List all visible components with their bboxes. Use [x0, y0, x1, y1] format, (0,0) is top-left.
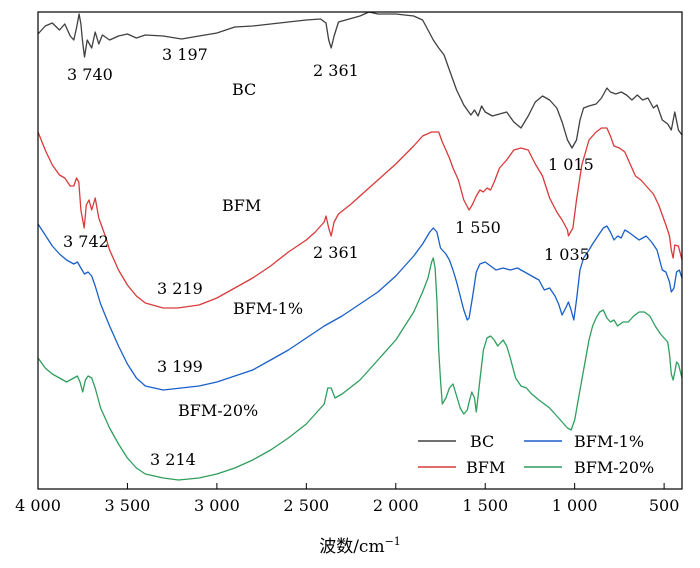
series-line-bfm [37, 127, 683, 309]
series-line-bc [37, 11, 683, 149]
annotation-bc-label: BC [232, 80, 256, 99]
x-tick-label: 2 000 [373, 496, 419, 515]
annotation-bc-2361: 2 361 [313, 61, 359, 80]
legend-label-bfm-1: BFM-1% [574, 432, 644, 451]
annotation-bfm-1035: 1 035 [544, 245, 590, 264]
annotation-bfm20-3214: 3 214 [150, 450, 196, 469]
series-line-bfm-1 [37, 223, 683, 391]
x-tick-label: 500 [649, 496, 680, 515]
series-layer [37, 11, 683, 481]
annotations: 3 740 3 197 2 361 BC 1 015 BFM 3 742 2 3… [63, 45, 594, 469]
x-tick-label: 3 500 [105, 496, 151, 515]
x-axis-ticks: 4 000 3 500 3 000 2 500 2 000 1 500 1 000 500 [15, 483, 679, 515]
legend-label-bc: BC [470, 432, 494, 451]
x-axis-label-main: 波数/cm [319, 537, 384, 557]
annotation-bfm-3219: 3 219 [157, 279, 203, 298]
series-line-bfm-20 [37, 257, 683, 481]
annotation-bc-3197: 3 197 [162, 45, 208, 64]
x-tick-label: 1 000 [552, 496, 598, 515]
annotation-bfm-2361: 2 361 [313, 243, 359, 262]
legend-label-bfm: BFM [466, 458, 505, 477]
x-tick-label: 4 000 [15, 496, 61, 515]
x-tick-label: 3 000 [194, 496, 240, 515]
annotation-bfm-label: BFM [222, 196, 261, 215]
x-tick-label: 1 500 [462, 496, 508, 515]
annotation-bfm20-label: BFM-20% [178, 401, 258, 420]
annotation-bfm-3742: 3 742 [63, 232, 109, 251]
legend: BC BFM-1% BFM BFM-20% [418, 432, 654, 477]
annotation-bfm-1550: 1 550 [455, 218, 501, 237]
legend-label-bfm-20: BFM-20% [574, 458, 654, 477]
annotation-bfm1-label: BFM-1% [233, 299, 303, 318]
x-axis-label: 波数/cm−1 [319, 535, 401, 557]
x-axis-label-sup: −1 [385, 535, 401, 548]
x-tick-label: 2 500 [283, 496, 329, 515]
annotation-bc-1015: 1 015 [548, 155, 594, 174]
annotation-bc-3740: 3 740 [67, 65, 113, 84]
annotation-bfm1-3199: 3 199 [157, 357, 203, 376]
plot-frame [37, 11, 683, 490]
